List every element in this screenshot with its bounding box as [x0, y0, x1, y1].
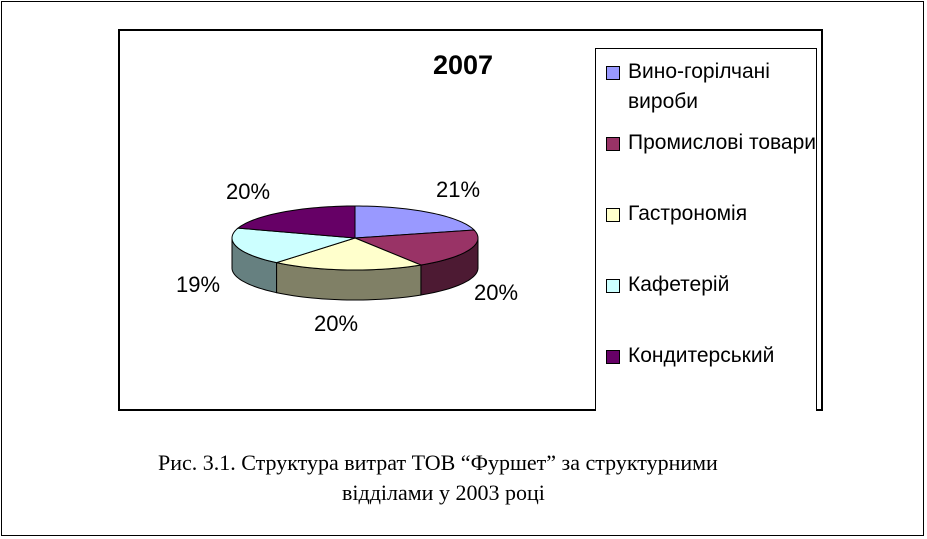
- legend-swatch-gastronomiia: [606, 208, 620, 222]
- legend-label-kondyterskyi: Кондитерський: [628, 344, 775, 367]
- legend-swatch-kafeterii: [606, 279, 620, 293]
- pie-slice-0: [354, 205, 476, 239]
- pie-slice-4: [236, 205, 356, 239]
- pie-label-vino: 21%: [436, 177, 481, 202]
- chart-title: 2007: [433, 50, 494, 80]
- legend-swatch-vino: [606, 66, 620, 80]
- chart-frame: [118, 29, 823, 411]
- legend-label-kafeterii: Кафетерій: [628, 273, 730, 296]
- legend-swatch-kondyterskyi: [606, 350, 620, 364]
- pie-label-gastronomiia: 20%: [314, 311, 359, 336]
- figure-caption: Рис. 3.1. Структура витрат ТОВ “Фуршет” …: [158, 448, 858, 508]
- pie-slice-2: [274, 237, 423, 271]
- pie-label-kafeterii: 19%: [176, 272, 221, 297]
- pie-slice-1: [354, 229, 479, 266]
- caption-line-1: Рис. 3.1. Структура витрат ТОВ “Фуршет” …: [158, 450, 718, 475]
- pie-label-promyslovi: 20%: [474, 280, 519, 305]
- chart-legend: Вино-горілчані вироби Промислові товари …: [595, 48, 817, 411]
- legend-swatch-promyslovi: [606, 137, 620, 151]
- legend-label-gastronomiia: Гастрономія: [628, 202, 748, 225]
- caption-line-2: відділами у 2003 році: [342, 480, 545, 505]
- pie-label-kondyterskyi: 20%: [226, 179, 271, 204]
- pie-slice-3: [231, 227, 356, 264]
- legend-label-vino: Вино-горілчані вироби: [628, 60, 770, 113]
- legend-label-promyslovi: Промислові товари: [628, 131, 817, 154]
